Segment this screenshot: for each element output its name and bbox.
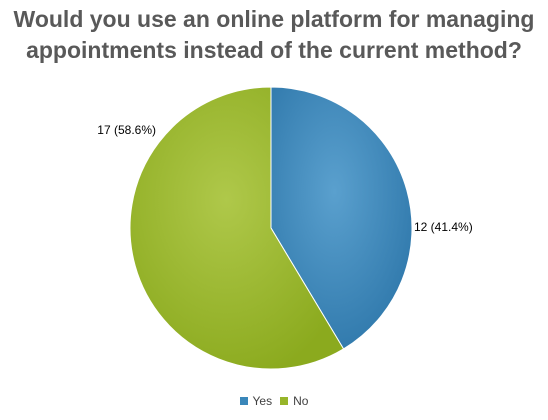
chart-title: Would you use an online platform for man… (13, 6, 535, 63)
legend-item-no: No (280, 394, 308, 408)
chart-legend: Yes No (0, 394, 548, 408)
legend-swatch-no (280, 397, 289, 405)
pie-slice-yes (270, 86, 413, 350)
legend-swatch-yes (239, 397, 248, 405)
data-label-yes: 12 (41.4%) (414, 220, 473, 234)
data-label-no: 17 (58.6%) (97, 123, 156, 137)
legend-item-yes: Yes (239, 394, 273, 408)
legend-label-no: No (293, 394, 309, 408)
legend-label-yes: Yes (252, 394, 273, 408)
pie-slice-no (129, 86, 345, 370)
